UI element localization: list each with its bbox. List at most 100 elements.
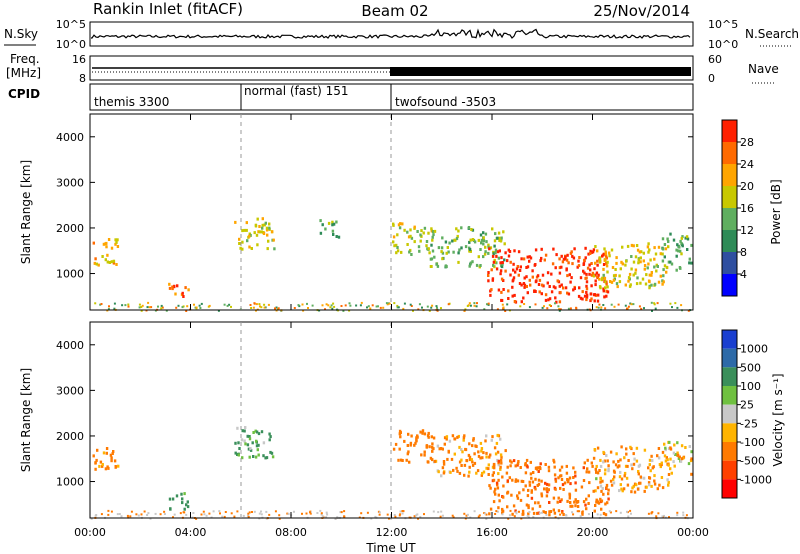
data-cell (437, 470, 440, 474)
data-cell (537, 283, 541, 286)
data-cell (653, 257, 656, 261)
data-cell (94, 257, 97, 261)
data-cell (559, 513, 562, 516)
data-cell (359, 304, 362, 307)
data-cell (616, 465, 619, 469)
data-cell (667, 260, 671, 264)
data-cell (481, 456, 484, 460)
data-cell (260, 510, 262, 513)
data-cell (610, 483, 614, 487)
data-cell (553, 473, 557, 477)
data-cell (669, 302, 672, 305)
ytick-label: 3000 (56, 384, 84, 397)
data-cell (653, 282, 657, 286)
data-cell (501, 262, 504, 266)
data-cell (506, 505, 509, 509)
data-cell (531, 480, 535, 484)
data-cell (613, 470, 616, 474)
data-cell (605, 264, 609, 268)
cpid-segment-1: normal (fast) 151 (244, 84, 348, 98)
data-cell (621, 245, 624, 249)
data-cell (369, 307, 372, 310)
data-cell (480, 449, 483, 453)
data-cell (409, 248, 412, 252)
data-cell (594, 273, 597, 277)
data-cell (417, 308, 420, 311)
data-cell (510, 460, 513, 464)
data-cell (618, 475, 622, 479)
data-cell (685, 514, 688, 517)
data-cell (92, 241, 95, 245)
data-cell (643, 267, 646, 271)
data-cell (519, 466, 522, 469)
data-cell (171, 285, 174, 289)
data-cell (588, 263, 591, 267)
data-cell (302, 309, 305, 312)
data-cell (332, 222, 336, 226)
data-cell (416, 513, 419, 516)
colorbar-swatch (722, 164, 737, 186)
data-cell (679, 249, 682, 253)
data-cell (680, 304, 683, 307)
data-cell (518, 282, 522, 285)
data-cell (501, 475, 504, 479)
data-cell (116, 245, 120, 248)
data-cell (631, 486, 634, 490)
data-cell (542, 284, 545, 288)
data-cell (564, 255, 567, 259)
data-cell (495, 254, 498, 258)
data-cell (581, 512, 584, 516)
data-cell (578, 286, 581, 290)
data-cell (378, 513, 381, 516)
data-cell (602, 273, 605, 277)
data-cell (498, 239, 501, 242)
data-cell (467, 453, 471, 457)
data-cell (679, 266, 682, 270)
data-cell (501, 511, 504, 515)
data-cell (168, 497, 172, 501)
data-cell (670, 262, 674, 266)
data-cell (598, 256, 601, 260)
data-cell (413, 515, 416, 518)
data-cell (534, 248, 538, 252)
data-cell (569, 307, 572, 310)
data-cell (502, 288, 505, 291)
data-cell (501, 509, 505, 513)
data-cell (511, 294, 514, 298)
data-cell (582, 269, 585, 273)
data-cell (639, 475, 642, 479)
data-cell (509, 273, 512, 277)
data-cell (504, 251, 507, 255)
data-cell (393, 244, 396, 248)
data-cell (253, 510, 256, 513)
data-cell (309, 511, 311, 514)
data-cell (388, 517, 390, 520)
colorbar-tick: 100 (740, 380, 761, 393)
data-cell (468, 302, 471, 305)
data-cell (612, 481, 616, 485)
data-cell (619, 470, 622, 474)
data-cell (667, 473, 671, 476)
data-cell (550, 305, 552, 307)
data-cell (239, 246, 242, 250)
noise-trace (91, 28, 691, 39)
data-cell (492, 263, 495, 267)
data-cell (533, 263, 536, 267)
data-cell (482, 231, 485, 235)
data-cell (603, 247, 606, 251)
data-cell (456, 435, 459, 439)
data-cell (111, 452, 114, 455)
data-cell (256, 217, 259, 221)
data-cell (447, 303, 450, 306)
data-cell (547, 469, 551, 473)
data-cell (512, 278, 515, 282)
data-cell (629, 509, 632, 512)
data-cell (585, 470, 588, 474)
data-cell (237, 453, 240, 457)
data-cell (571, 504, 574, 508)
data-cell (446, 246, 449, 249)
data-cell (420, 229, 423, 233)
data-cell (578, 256, 581, 259)
data-cell (236, 453, 239, 456)
data-cell (332, 302, 335, 305)
